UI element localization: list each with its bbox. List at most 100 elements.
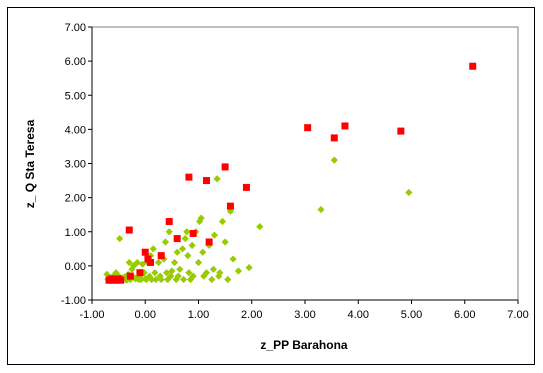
red-square-point <box>141 248 149 256</box>
green-diamond-point <box>181 234 189 243</box>
green-diamond-point <box>168 267 176 275</box>
green-diamond-point <box>161 238 170 246</box>
green-diamond-point <box>210 231 219 239</box>
green-diamond-point <box>178 245 187 253</box>
x-tick-label: 2.00 <box>241 309 262 321</box>
x-tick-label: 0.00 <box>135 309 156 321</box>
green-diamond-point <box>218 217 227 226</box>
green-diamond-point <box>229 255 237 263</box>
red-square-point <box>126 272 134 280</box>
green-diamond-point <box>148 275 156 284</box>
green-diamond-point <box>133 258 141 267</box>
green-diamond-point <box>221 238 229 246</box>
green-diamond-point <box>162 269 171 277</box>
green-diamond-point <box>172 275 180 284</box>
red-square-point <box>173 235 181 243</box>
green-diamond-point <box>176 265 184 273</box>
green-diamond-point <box>179 275 188 284</box>
red-square-point <box>185 173 193 181</box>
green-diamond-point <box>183 228 191 236</box>
red-square-point <box>125 226 133 234</box>
y-tick-label: 6.00 <box>65 56 86 68</box>
y-tick-label: 2.00 <box>65 193 86 205</box>
green-diamond-point <box>245 263 253 272</box>
green-diamond-point <box>138 260 147 268</box>
green-diamond-point <box>224 275 232 284</box>
green-diamond-point <box>330 156 338 164</box>
y-tick-label: -1.00 <box>61 295 86 307</box>
green-diamond-point <box>157 275 165 284</box>
red-square-point <box>202 177 210 185</box>
green-diamond-point <box>152 275 160 284</box>
x-tick-label: 6.00 <box>454 309 475 321</box>
green-diamond-point <box>405 188 413 197</box>
green-diamond-point <box>174 272 182 280</box>
red-square-point <box>397 127 405 135</box>
green-diamond-point <box>189 272 197 280</box>
green-diamond-point <box>145 272 154 280</box>
green-diamond-point <box>116 234 124 243</box>
red-square-point <box>469 62 477 70</box>
green-diamond-point <box>186 275 195 284</box>
x-tick-label: 3.00 <box>294 309 315 321</box>
green-diamond-point <box>170 258 179 267</box>
green-diamond-point <box>216 269 224 277</box>
red-square-point <box>330 134 338 142</box>
red-square-point <box>165 218 173 226</box>
green-diamond-point <box>137 275 145 284</box>
green-diamond-point <box>167 272 175 280</box>
x-tick-label: 7.00 <box>507 309 528 321</box>
green-diamond-point <box>317 205 325 214</box>
green-diamond-point <box>132 275 140 283</box>
green-diamond-point <box>197 214 205 222</box>
green-diamond-point <box>194 258 203 267</box>
green-diamond-point <box>188 241 196 249</box>
red-square-point <box>147 258 155 266</box>
green-diamond-point <box>208 275 216 284</box>
x-axis-ticks: -1.00 0.00 1.00 2.00 3.00 4.00 5.00 6.00 7.00 <box>79 300 529 321</box>
green-diamond-point <box>156 272 164 280</box>
x-tick-label: 1.00 <box>188 309 209 321</box>
green-diamond-point <box>213 175 221 183</box>
red-square-point <box>341 122 349 130</box>
red-square-point <box>117 276 125 284</box>
green-diamond-point <box>184 252 192 260</box>
data-points <box>103 62 477 284</box>
y-tick-label: 5.00 <box>65 90 86 102</box>
green-diamond-point <box>125 258 133 267</box>
green-diamond-point <box>149 245 157 253</box>
green-diamond-point <box>165 228 173 236</box>
red-square-point <box>226 202 234 210</box>
green-diamond-point <box>142 275 150 284</box>
y-tick-label: 7.00 <box>65 22 86 34</box>
green-diamond-point <box>173 248 181 256</box>
green-diamond-point <box>256 223 264 231</box>
x-tick-label: 4.00 <box>348 309 369 321</box>
red-square-point <box>205 238 213 246</box>
green-diamond-point <box>151 269 159 277</box>
green-diamond-point <box>154 258 163 267</box>
red-square-point <box>189 229 197 237</box>
green-diamond-point <box>199 248 207 256</box>
y-tick-label: 1.00 <box>65 227 86 239</box>
green-diamond-point <box>128 265 136 273</box>
red-square-point <box>157 252 165 260</box>
x-tick-label: -1.00 <box>79 309 104 321</box>
red-square-point <box>304 124 312 132</box>
red-square-point <box>221 163 229 171</box>
plot-border <box>91 26 519 301</box>
green-diamond-point <box>185 269 193 277</box>
y-axis-ticks: -1.00 0.00 1.00 2.00 3.00 4.00 5.00 6.00 7.00 <box>61 22 92 307</box>
y-tick-label: 3.00 <box>65 159 86 171</box>
x-axis-title: z_PP Barahona <box>260 338 347 352</box>
red-square-point <box>136 269 144 277</box>
green-diamond-point <box>202 269 211 277</box>
green-diamond-point <box>164 275 172 284</box>
y-tick-label: 4.00 <box>65 124 86 136</box>
red-square-point <box>242 183 250 191</box>
green-diamond-point <box>234 267 243 275</box>
y-axis-title: z_ Q Sta Teresa <box>23 119 37 208</box>
y-tick-label: 0.00 <box>65 261 86 273</box>
x-tick-label: 5.00 <box>401 309 422 321</box>
